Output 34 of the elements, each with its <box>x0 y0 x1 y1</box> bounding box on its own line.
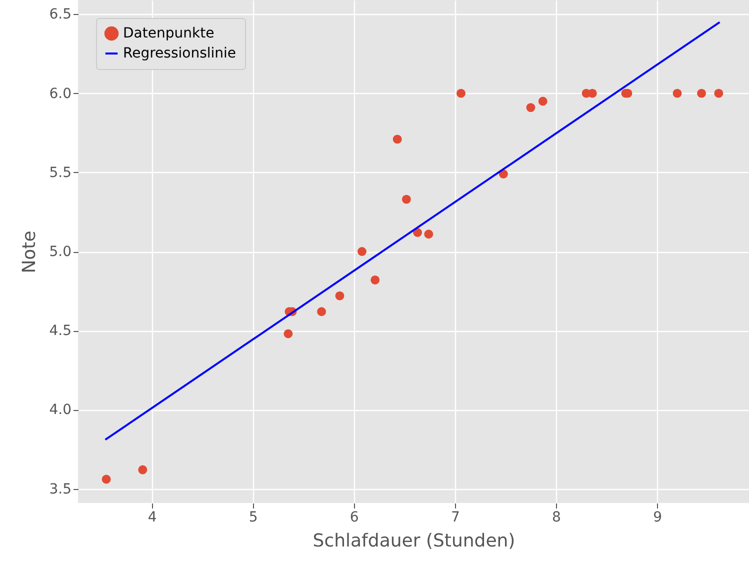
y-tick-label: 4.0 <box>49 402 72 418</box>
point <box>714 88 724 98</box>
y-axis-title: Note <box>19 230 40 274</box>
point <box>317 307 326 316</box>
point <box>284 329 293 338</box>
point <box>370 276 380 284</box>
y-tick-label: 5.5 <box>49 164 72 181</box>
x-tick-label: 6 <box>350 510 359 526</box>
point <box>413 228 422 237</box>
point <box>392 134 402 144</box>
point <box>402 194 411 204</box>
x-tick-label: 5 <box>248 510 258 526</box>
point <box>697 88 706 98</box>
point <box>424 230 434 239</box>
x-tick-label: 7 <box>450 510 460 526</box>
x-tick-label: 9 <box>653 510 662 526</box>
x-tick-label: 4 <box>148 510 157 526</box>
legend-label: Regressionslinie <box>123 46 236 62</box>
point <box>138 465 148 474</box>
point <box>335 291 344 300</box>
point <box>538 96 548 106</box>
legend-label: Datenpunkte <box>123 26 214 42</box>
point <box>102 474 111 484</box>
x-tick-label: 8 <box>552 510 561 526</box>
point <box>672 88 682 98</box>
y-tick-label: 4.5 <box>49 323 72 340</box>
y-tick-label: 5.0 <box>49 244 72 260</box>
x-axis-title: Schlafdauer (Stunden) <box>312 530 516 552</box>
y-tick-label: 6.5 <box>49 6 72 23</box>
y-tick-label: 3.5 <box>49 481 72 498</box>
y-tick-label: 6.0 <box>49 86 72 102</box>
point <box>357 247 366 256</box>
point <box>456 88 466 98</box>
point <box>526 103 536 112</box>
